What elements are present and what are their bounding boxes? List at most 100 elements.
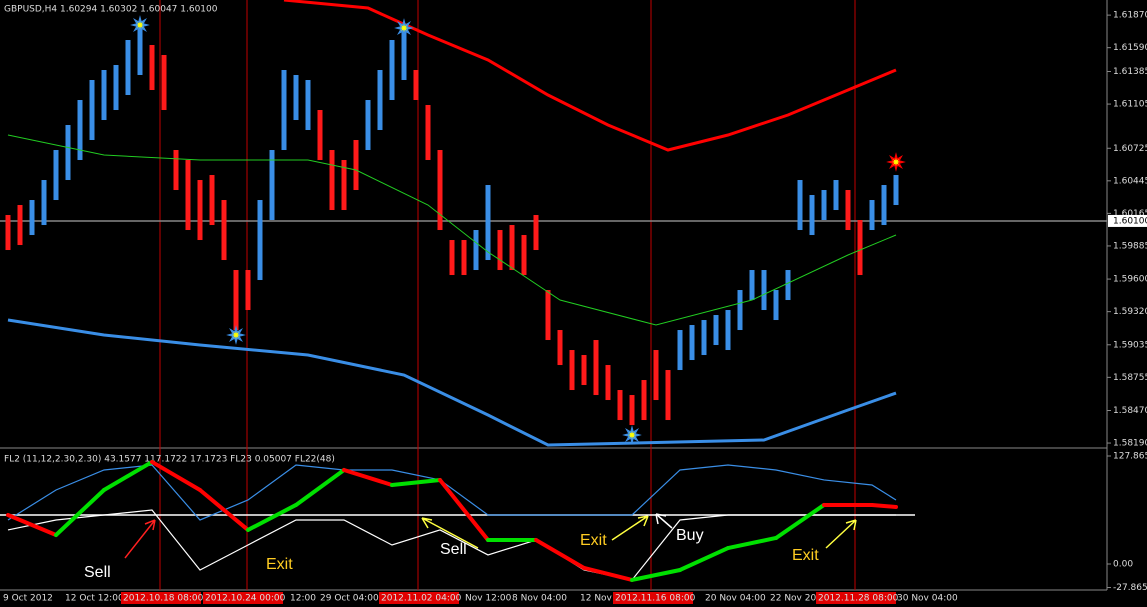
price-bar: [653, 350, 659, 401]
y-tick-label: 1.59600: [1113, 275, 1147, 285]
y-tick-label: -27.8654: [1113, 583, 1147, 593]
y-tick-label: 0.00: [1113, 559, 1133, 569]
price-bar: [353, 140, 359, 191]
signal-star: [130, 15, 150, 35]
price-bar: [17, 205, 23, 246]
current-price-box: [1108, 214, 1147, 227]
y-tick-label: 1.59035: [1113, 340, 1147, 350]
price-bar: [377, 70, 383, 131]
y-tick-label: 1.58470: [1113, 406, 1147, 416]
arrow: [124, 519, 156, 559]
price-bar: [29, 200, 35, 236]
price-bar: [533, 215, 539, 251]
price-bar: [389, 40, 395, 101]
time-label: 2012.11.16 08:00: [615, 594, 696, 604]
price-bar: [245, 270, 251, 311]
price-bar: [737, 290, 743, 331]
time-label: 12:00: [290, 594, 316, 604]
oscillator-segment: [342, 467, 394, 488]
y-tick-label: 1.58755: [1113, 373, 1147, 383]
price-bar: [185, 160, 191, 231]
time-label: Nov 12:00: [465, 594, 512, 604]
price-bar: [821, 190, 827, 221]
oscillator-segment: [870, 502, 898, 509]
y-tick-label: 1.60445: [1113, 176, 1147, 186]
price-bar: [305, 80, 311, 131]
oscillator-segment: [198, 488, 250, 532]
price-bar: [461, 240, 467, 276]
price-bar: [593, 340, 599, 396]
oscillator-segment: [630, 567, 682, 582]
oscillator-segment: [390, 477, 442, 488]
price-bar: [797, 180, 803, 231]
band-line: [7, 134, 897, 326]
price-bar: [269, 150, 275, 221]
price-bar: [497, 230, 503, 271]
price-bar: [725, 310, 731, 351]
oscillator-segment: [726, 535, 778, 551]
signal-star: [886, 152, 906, 172]
price-bar: [833, 180, 839, 211]
oscillator-segment: [774, 502, 826, 540]
price-bar: [485, 185, 491, 261]
annotation: Exit: [792, 547, 819, 564]
time-label: 30 Nov 04:00: [897, 594, 958, 604]
price-bar: [641, 380, 647, 421]
annotation: Sell: [440, 541, 467, 558]
oscillator-segment: [534, 538, 586, 570]
price-bar: [149, 45, 155, 91]
arrow: [825, 519, 857, 549]
price-bar: [125, 40, 131, 96]
price-bar: [605, 365, 611, 401]
time-label: 22 Nov 20: [770, 594, 816, 604]
signal-star: [226, 325, 246, 345]
price-bar: [761, 270, 767, 311]
price-bar: [233, 270, 239, 331]
price-bar: [137, 25, 143, 76]
period-separators: [159, 0, 856, 590]
time-label: 2012.11.02 04:00: [381, 594, 462, 604]
y-tick-label: 1.60165: [1113, 209, 1147, 219]
price-bar: [281, 70, 287, 151]
price-bar: [785, 270, 791, 301]
price-bar: [509, 225, 515, 271]
price-bar: [749, 270, 755, 301]
price-bar: [557, 330, 563, 366]
price-bar: [89, 80, 95, 141]
price-bar: [5, 215, 11, 251]
price-bar: [77, 100, 83, 161]
oscillator-segment: [150, 459, 202, 492]
oscillator-segment: [54, 488, 106, 538]
price-bar: [881, 185, 887, 226]
oscillator-segment: [246, 502, 298, 532]
y-tick-label: 1.59320: [1113, 307, 1147, 317]
price-bar: [545, 290, 551, 341]
price-bar: [473, 230, 479, 271]
y-tick-label: 1.61385: [1113, 67, 1147, 77]
annotation: Exit: [266, 556, 293, 573]
price-bar: [425, 105, 431, 161]
signal-star: [394, 18, 414, 38]
price-bar: [677, 330, 683, 371]
price-bar: [209, 175, 215, 226]
time-label: 12 Oct 12:00: [65, 594, 124, 604]
indicator-header: FL2 (11,12,2.30,2.30) 43.1577 117.1722 1…: [4, 455, 335, 465]
time-highlight: [613, 592, 693, 604]
y-tick-label: 1.61105: [1113, 100, 1147, 110]
time-highlight: [121, 592, 201, 604]
price-bar: [689, 325, 695, 361]
price-bar: [53, 150, 59, 201]
price-bar: [893, 175, 899, 206]
price-bar: [221, 200, 227, 261]
time-label: 2012.10.18 08:00: [123, 594, 204, 604]
price-bar: [41, 180, 47, 226]
price-bar: [437, 150, 443, 231]
price-bar: [869, 200, 875, 231]
oscillator-segment: [678, 546, 730, 572]
price-bar: [173, 150, 179, 191]
y-tick-label: 1.61870: [1113, 11, 1147, 21]
arrow: [611, 515, 649, 541]
price-bar: [101, 70, 107, 121]
y-tick-label: 1.58190: [1113, 439, 1147, 449]
band-line: [7, 318, 897, 447]
